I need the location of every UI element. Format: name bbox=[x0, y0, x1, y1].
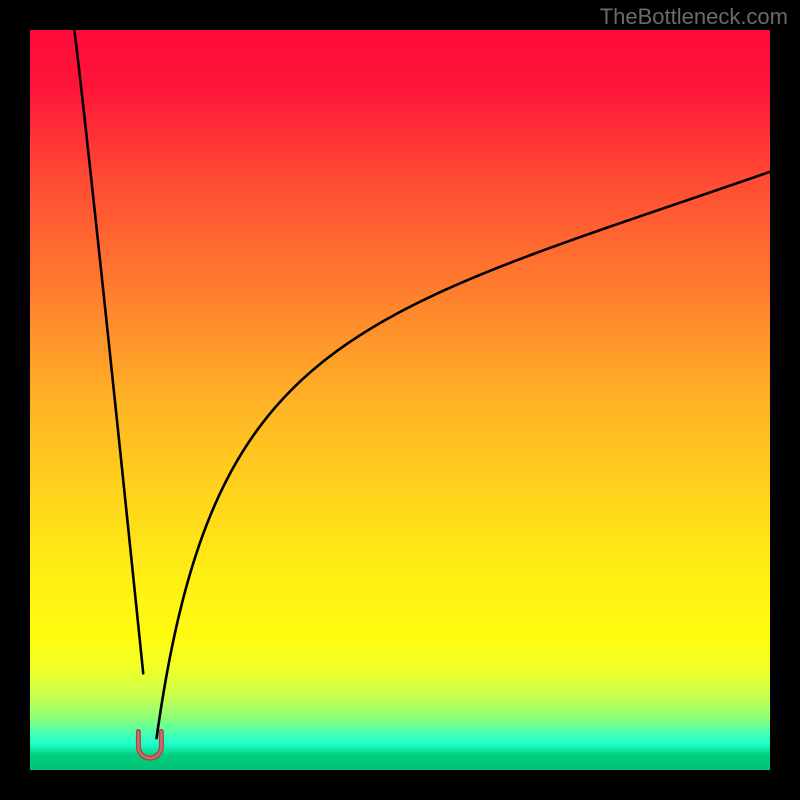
plot-svg bbox=[30, 30, 770, 770]
plot-area bbox=[30, 30, 770, 770]
watermark-text: TheBottleneck.com bbox=[600, 4, 788, 30]
figure-root: TheBottleneck.com bbox=[0, 0, 800, 800]
